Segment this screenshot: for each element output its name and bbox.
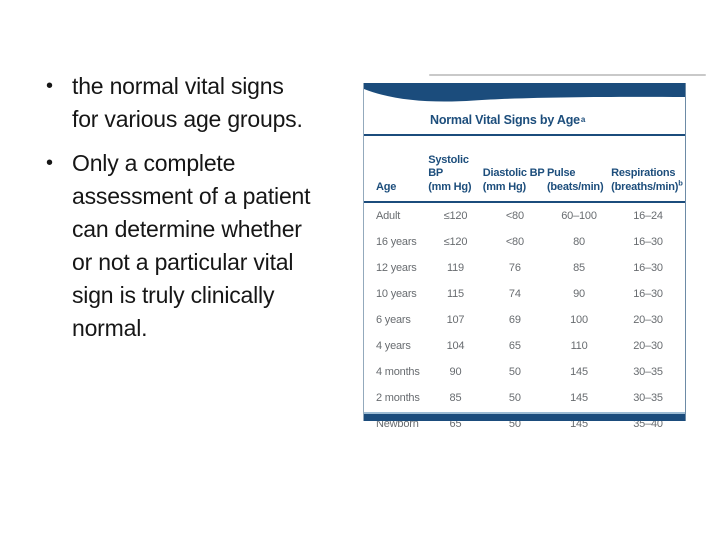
cell-age: 2 months bbox=[376, 392, 420, 404]
table-row: Newborn 65 50 145 35–40 bbox=[364, 411, 685, 437]
table-bottom-rule bbox=[364, 412, 685, 421]
cell-respirations: 35–40 bbox=[633, 418, 663, 430]
cell-diastolic-bp: 76 bbox=[508, 262, 521, 274]
cell-diastolic-bp: 50 bbox=[508, 418, 521, 430]
cell-diastolic-bp: 65 bbox=[508, 340, 521, 352]
cell-respirations: 20–30 bbox=[633, 340, 663, 352]
bullet-marker: • bbox=[46, 152, 54, 174]
cell-pulse: 85 bbox=[573, 262, 585, 274]
cell-diastolic-bp: <80 bbox=[505, 236, 524, 248]
cell-diastolic-bp: 69 bbox=[508, 314, 521, 326]
cell-respirations: 30–35 bbox=[633, 366, 663, 378]
table-title-text: Normal Vital Signs by Age bbox=[430, 112, 580, 127]
col-header-age: Age bbox=[364, 136, 429, 203]
cell-age: 4 years bbox=[376, 340, 411, 352]
cell-pulse: 100 bbox=[570, 314, 588, 326]
cell-diastolic-bp: 50 bbox=[508, 366, 521, 378]
cell-pulse: 110 bbox=[570, 340, 588, 352]
cell-respirations: 16–30 bbox=[633, 236, 663, 248]
cell-systolic-bp: ≤120 bbox=[443, 236, 468, 248]
cell-diastolic-bp: 50 bbox=[508, 392, 521, 404]
cell-pulse: 145 bbox=[570, 418, 588, 430]
cell-age: Newborn bbox=[376, 418, 419, 430]
cell-diastolic-bp: <80 bbox=[505, 210, 524, 222]
bullet-marker: • bbox=[46, 75, 54, 97]
table-row: 10 years 115 74 90 16–30 bbox=[364, 281, 685, 307]
bullet-text: the normal vital signs for various age g… bbox=[72, 73, 303, 132]
cell-age: 6 years bbox=[376, 314, 411, 326]
col-header-respirations: Respirations (breaths/min)b bbox=[611, 136, 685, 203]
cell-systolic-bp: 90 bbox=[449, 366, 462, 378]
cell-respirations: 16–30 bbox=[633, 262, 663, 274]
cell-pulse: 90 bbox=[573, 288, 585, 300]
col-header-systolic-bp: Systolic BP (mm Hg) bbox=[428, 136, 483, 203]
cell-age: 4 months bbox=[376, 366, 420, 378]
header-swoosh bbox=[364, 83, 685, 102]
cell-respirations: 30–35 bbox=[633, 392, 663, 404]
respirations-superscript: b bbox=[678, 177, 683, 187]
table-row: 4 months 90 50 145 30–35 bbox=[364, 359, 685, 385]
table-row: 2 months 85 50 145 30–35 bbox=[364, 385, 685, 411]
figure-top-edge bbox=[429, 74, 706, 76]
cell-age: Adult bbox=[376, 210, 401, 222]
cell-age: 16 years bbox=[376, 236, 417, 248]
table-header-row: Age Systolic BP (mm Hg) Diastolic BP (mm… bbox=[364, 136, 685, 203]
cell-pulse: 145 bbox=[570, 366, 588, 378]
table-body: Adult ≤120 <80 60–100 16–24 16 years ≤12… bbox=[364, 202, 685, 437]
cell-systolic-bp: 65 bbox=[449, 418, 462, 430]
vital-signs-table: Age Systolic BP (mm Hg) Diastolic BP (mm… bbox=[364, 136, 685, 437]
bullet-text: Only a complete assessment of a patient … bbox=[72, 150, 311, 341]
cell-systolic-bp: 115 bbox=[447, 288, 464, 300]
table-row: 6 years 107 69 100 20–30 bbox=[364, 307, 685, 333]
bullet-item: • Only a complete assessment of a patien… bbox=[46, 147, 351, 345]
table-row: Adult ≤120 <80 60–100 16–24 bbox=[364, 202, 685, 229]
cell-respirations: 16–24 bbox=[633, 210, 663, 222]
vital-signs-figure: Normal Vital Signs by Age a Age Systolic … bbox=[363, 70, 708, 432]
cell-systolic-bp: 119 bbox=[447, 262, 464, 274]
cell-systolic-bp: 104 bbox=[446, 340, 465, 352]
cell-respirations: 20–30 bbox=[633, 314, 663, 326]
vital-signs-table-card: Normal Vital Signs by Age a Age Systolic … bbox=[363, 83, 686, 430]
bullet-list: • the normal vital signs for various age… bbox=[46, 70, 351, 356]
cell-systolic-bp: ≤120 bbox=[443, 210, 468, 222]
cell-age: 10 years bbox=[376, 288, 417, 300]
col-header-pulse: Pulse (beats/min) bbox=[546, 136, 612, 203]
cell-age: 12 years bbox=[376, 262, 417, 274]
col-header-diastolic-bp: Diastolic BP (mm Hg) bbox=[482, 136, 547, 203]
table-row: 12 years 119 76 85 16–30 bbox=[364, 255, 685, 281]
bullet-item: • the normal vital signs for various age… bbox=[46, 70, 351, 136]
cell-pulse: 145 bbox=[570, 392, 588, 404]
cell-respirations: 16–30 bbox=[633, 288, 663, 300]
table-row: 16 years ≤120 <80 80 16–30 bbox=[364, 229, 685, 255]
cell-pulse: 60–100 bbox=[561, 210, 597, 222]
cell-diastolic-bp: 74 bbox=[508, 288, 521, 300]
table-row: 4 years 104 65 110 20–30 bbox=[364, 333, 685, 359]
cell-systolic-bp: 107 bbox=[446, 314, 465, 326]
table-title: Normal Vital Signs by Age a bbox=[364, 105, 685, 136]
cell-systolic-bp: 85 bbox=[449, 392, 462, 404]
cell-pulse: 80 bbox=[573, 236, 585, 248]
